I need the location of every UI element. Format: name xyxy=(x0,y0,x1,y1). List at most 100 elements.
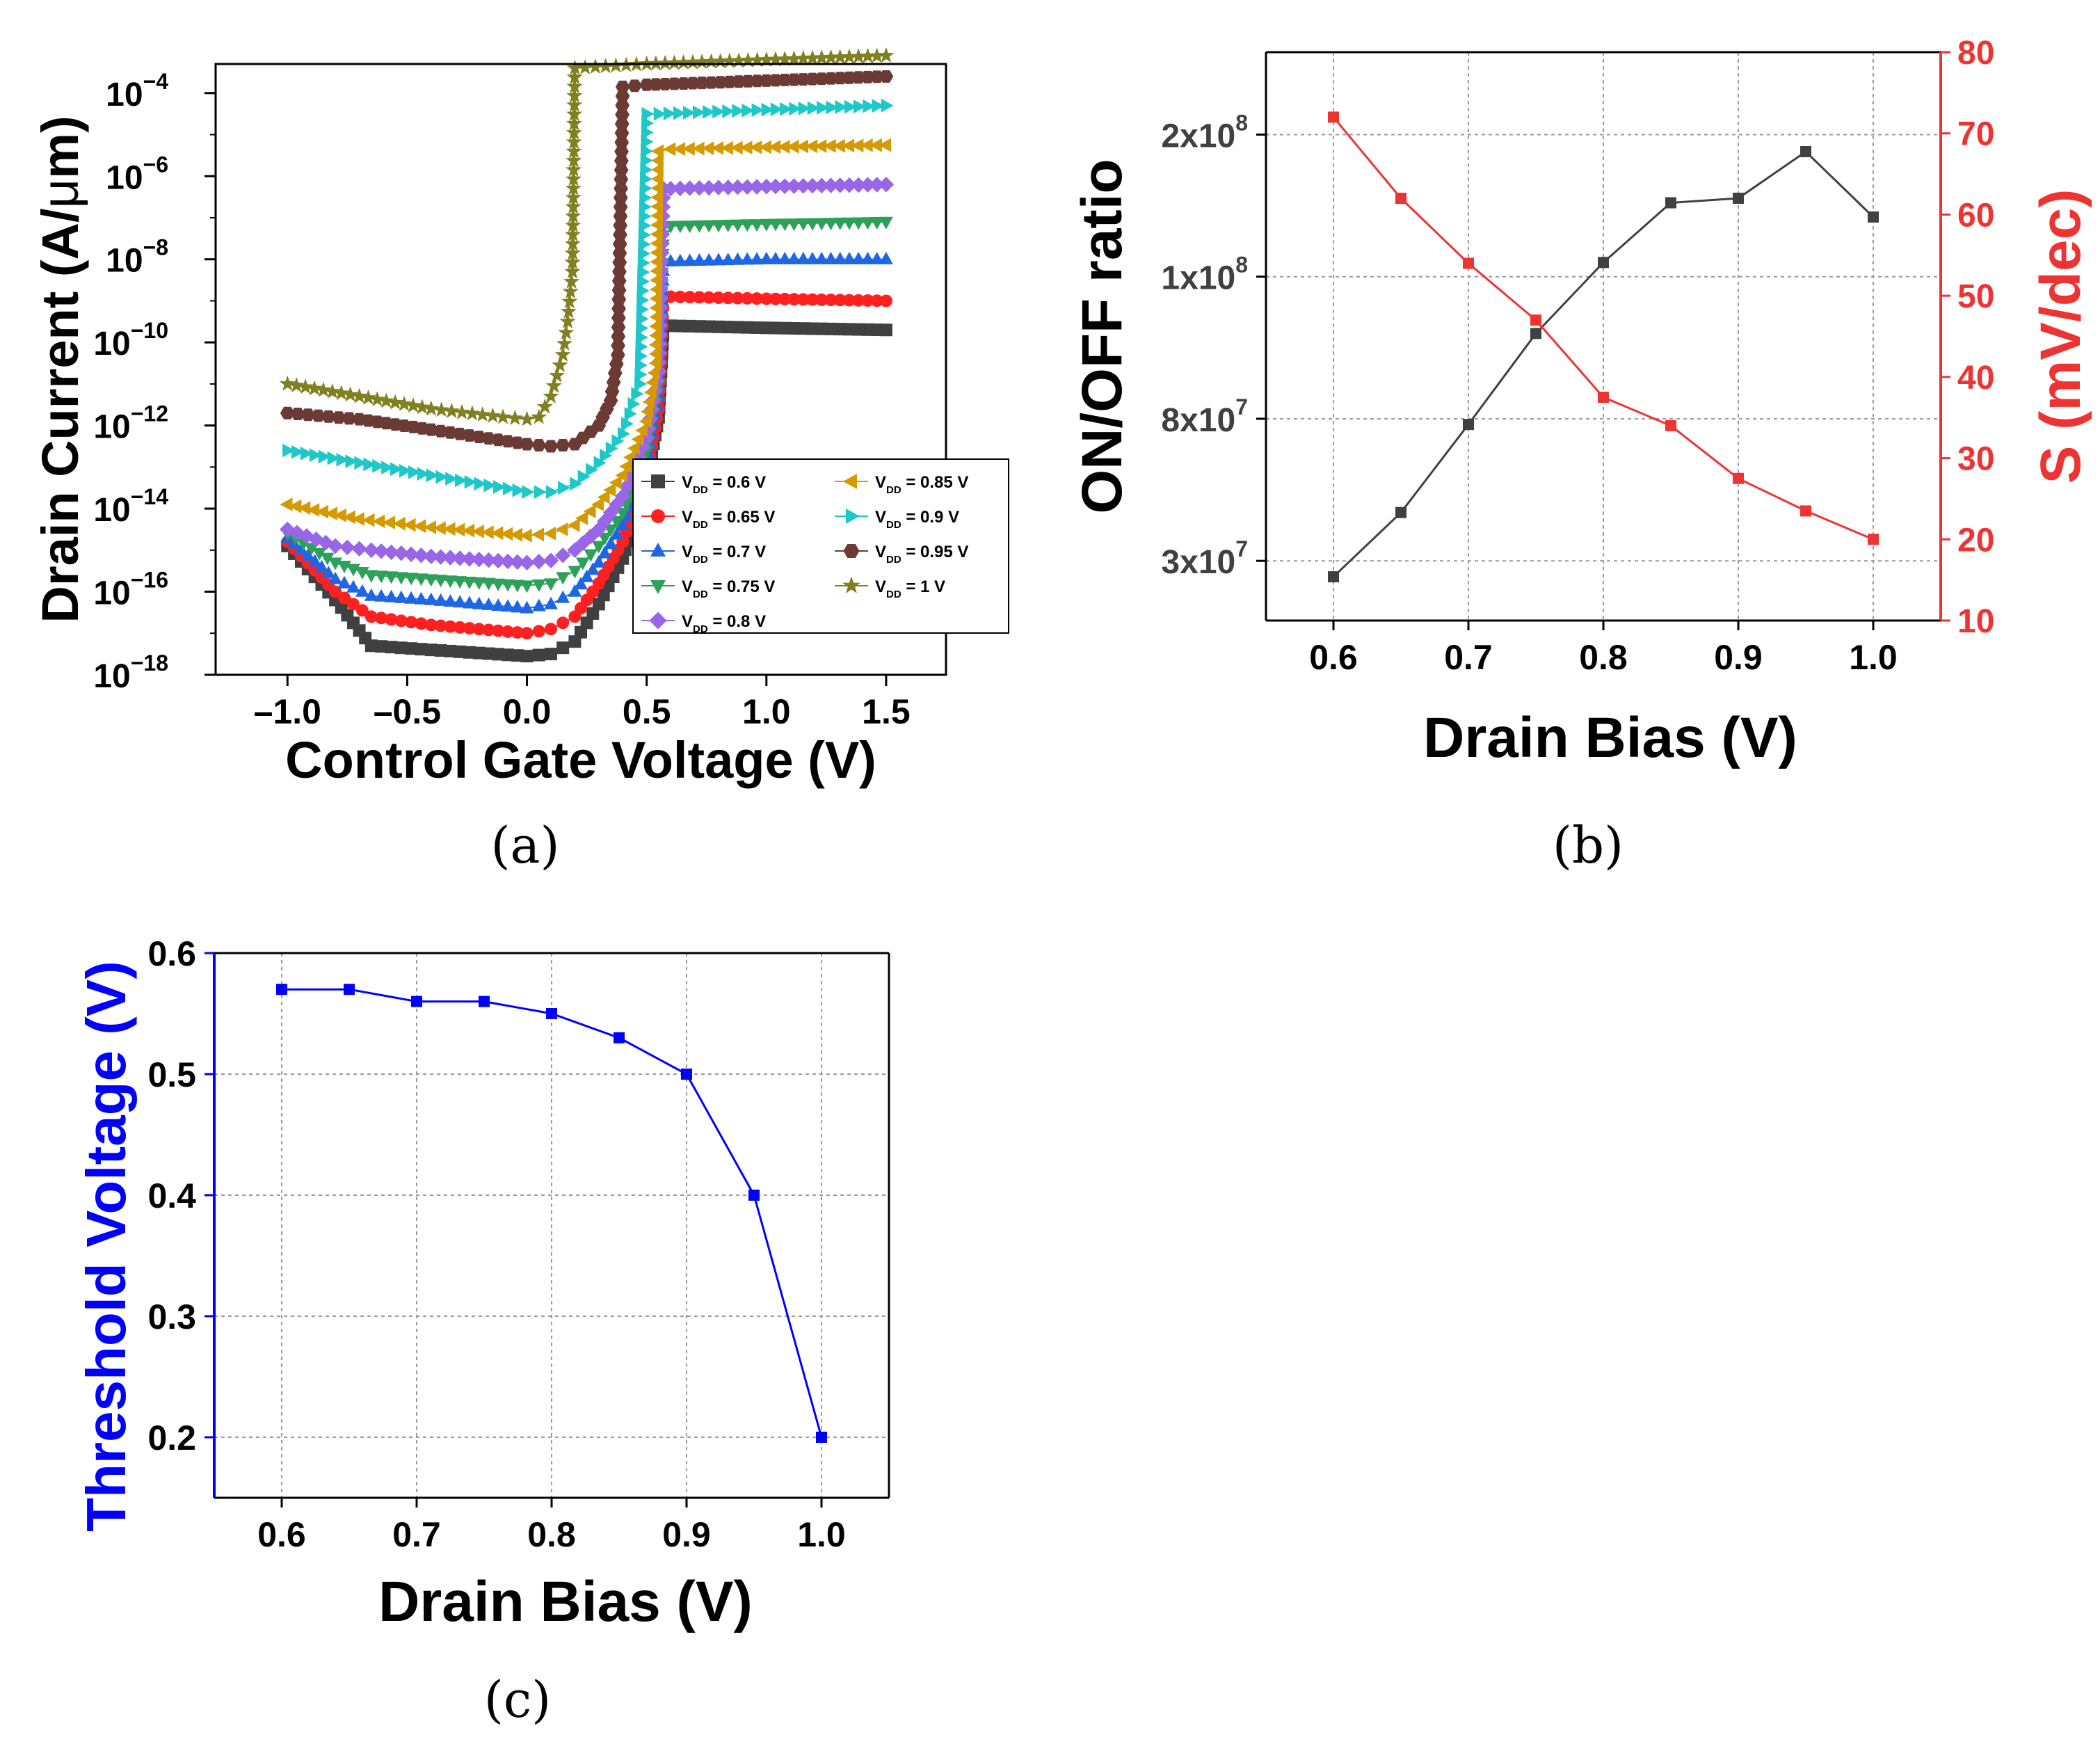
series-a-point xyxy=(777,74,792,86)
series-a-point xyxy=(796,218,810,231)
series-a-point xyxy=(673,253,687,266)
series-a-point xyxy=(842,251,856,264)
legend-marker xyxy=(651,509,665,523)
series-a-point xyxy=(454,621,467,634)
series-a-point xyxy=(321,410,336,423)
series-a-point xyxy=(824,218,838,231)
series-a-point xyxy=(814,177,830,194)
series-c-point xyxy=(614,1032,625,1044)
series-a-point xyxy=(682,141,695,156)
series-a-point xyxy=(560,303,577,319)
series-a-point xyxy=(639,200,652,214)
series-a-point xyxy=(568,584,582,597)
series-a-point xyxy=(304,543,319,556)
series-a-point xyxy=(731,321,744,334)
series-a-point xyxy=(502,481,515,496)
series-a-point xyxy=(562,283,579,299)
series-a-point xyxy=(740,252,755,265)
series-a-point xyxy=(815,218,829,231)
chart-a-xtick-label: 0.5 xyxy=(623,692,671,731)
series-a-point xyxy=(564,263,581,279)
chart-c-xtick-label: 1.0 xyxy=(797,1515,846,1554)
chart-a-legend-entry: VDD = 0.6 V xyxy=(641,473,766,496)
series-a-point xyxy=(609,527,624,540)
series-a-point xyxy=(509,554,525,570)
series-a-point xyxy=(650,200,664,214)
series-a-point xyxy=(566,124,582,140)
series-a-point xyxy=(536,398,553,414)
series-a-point xyxy=(566,69,583,85)
series-a-point xyxy=(534,485,547,499)
series-a-point xyxy=(556,641,570,655)
series-a-point xyxy=(576,557,590,570)
series-a-point xyxy=(759,251,774,264)
series-a-point xyxy=(844,99,857,114)
series-a-point xyxy=(554,547,571,563)
series-a-point xyxy=(649,282,662,296)
series-b-0 xyxy=(1328,145,1879,583)
series-a-point xyxy=(354,456,367,470)
series-a-point xyxy=(566,59,583,75)
series-a-point xyxy=(712,220,726,233)
series-a-point xyxy=(851,71,866,84)
chart-b-xtick-label: 0.8 xyxy=(1579,638,1628,677)
series-a-point xyxy=(650,273,662,287)
series-a-point xyxy=(591,541,606,554)
series-a-point xyxy=(778,251,792,264)
series-a-point xyxy=(500,527,513,541)
series-a-point xyxy=(481,597,496,610)
series-a-point xyxy=(643,385,657,399)
series-a-point xyxy=(869,251,884,264)
series-a-point xyxy=(869,177,885,193)
series-a-point xyxy=(841,48,858,64)
series-a-point xyxy=(742,103,755,118)
series-a-point xyxy=(566,106,583,122)
series-a-point xyxy=(336,453,349,467)
series-a-point xyxy=(591,497,604,511)
series-a-point xyxy=(543,552,559,568)
series-a-point xyxy=(363,542,379,559)
series-a-point xyxy=(543,527,556,541)
series-a-point xyxy=(300,547,315,561)
series-a-point xyxy=(878,47,895,63)
series-a-point xyxy=(879,216,893,230)
series-a-point xyxy=(826,100,839,115)
series-b-point xyxy=(1733,472,1744,484)
series-a-point xyxy=(392,516,406,531)
series-b-point xyxy=(1328,111,1339,123)
series-a-point xyxy=(807,101,820,115)
series-a-point xyxy=(796,251,810,264)
series-a-point xyxy=(463,646,476,659)
series-a-point xyxy=(490,552,506,569)
series-a-point xyxy=(520,580,534,593)
series-a-point xyxy=(649,291,662,306)
series-a-point xyxy=(394,590,408,603)
series-a-point xyxy=(627,397,641,411)
series-a-point xyxy=(815,251,829,264)
chart-a-xtick-label: 1.0 xyxy=(742,692,791,731)
series-a-point xyxy=(484,407,501,423)
series-a-point xyxy=(833,217,847,230)
series-a-point xyxy=(636,284,650,298)
series-a-point xyxy=(564,235,581,251)
series-a-point xyxy=(554,346,571,362)
chart-b-y2tick-label: 10 xyxy=(1957,603,1994,640)
series-a-point xyxy=(721,219,735,232)
chart-b-y2tick-label: 70 xyxy=(1957,116,1994,153)
series-a-point xyxy=(739,51,756,67)
series-a-point xyxy=(878,177,895,193)
series-a-point xyxy=(549,367,566,383)
caption-a: (a) xyxy=(490,816,559,874)
series-a-point xyxy=(851,177,867,193)
series-a-point xyxy=(364,588,378,601)
series-b-point xyxy=(1800,145,1811,157)
series-b-1 xyxy=(1328,111,1879,545)
series-a-point xyxy=(675,54,692,70)
series-a-point xyxy=(663,142,676,157)
series-a-point xyxy=(778,292,792,305)
series-a-point xyxy=(703,105,716,119)
series-a-point xyxy=(832,138,845,153)
series-a-point xyxy=(316,504,329,519)
series-a-point xyxy=(424,618,438,632)
chart-a-ytick-label: 10−18 xyxy=(93,650,168,695)
